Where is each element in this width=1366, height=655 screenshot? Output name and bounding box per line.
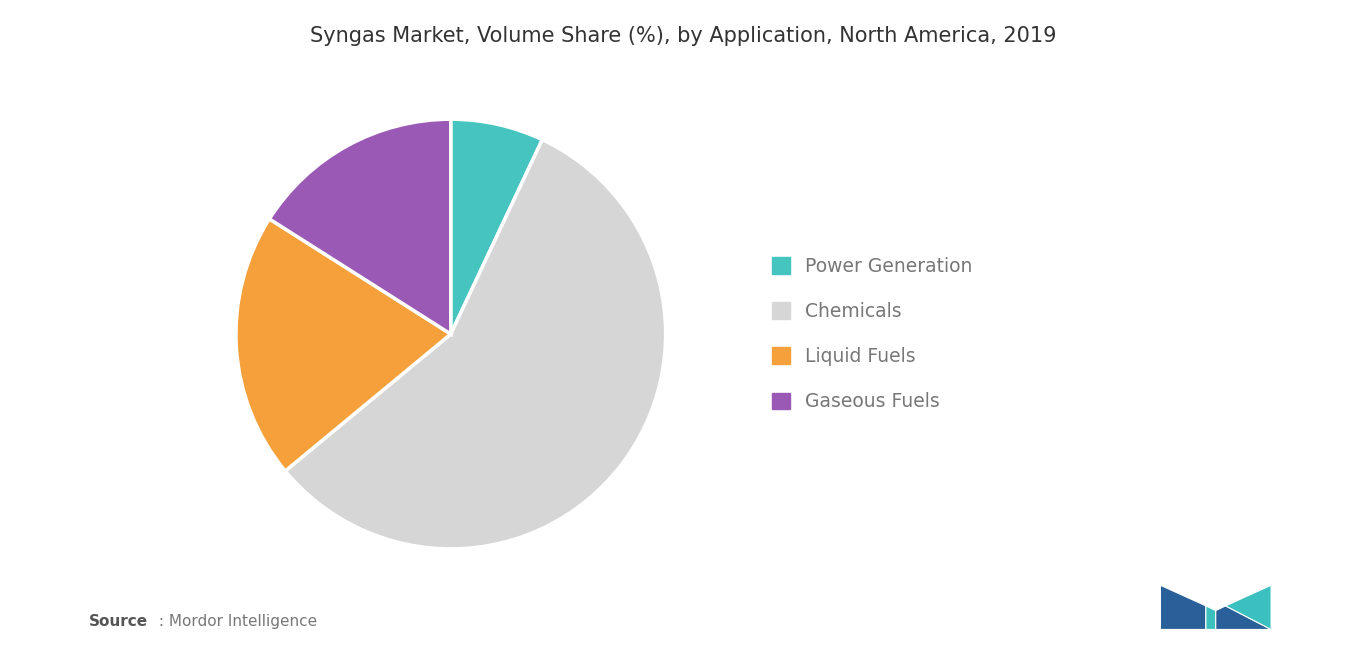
Polygon shape [1160,586,1206,629]
Wedge shape [451,119,542,334]
Text: Syngas Market, Volume Share (%), by Application, North America, 2019: Syngas Market, Volume Share (%), by Appl… [310,26,1056,47]
Text: Source: Source [89,614,148,629]
Text: : Mordor Intelligence: : Mordor Intelligence [154,614,317,629]
Polygon shape [1206,606,1216,629]
Wedge shape [285,140,665,549]
Polygon shape [1225,586,1270,629]
Polygon shape [1216,606,1270,629]
Legend: Power Generation, Chemicals, Liquid Fuels, Gaseous Fuels: Power Generation, Chemicals, Liquid Fuel… [772,257,973,411]
Wedge shape [269,119,451,334]
Wedge shape [236,219,451,471]
